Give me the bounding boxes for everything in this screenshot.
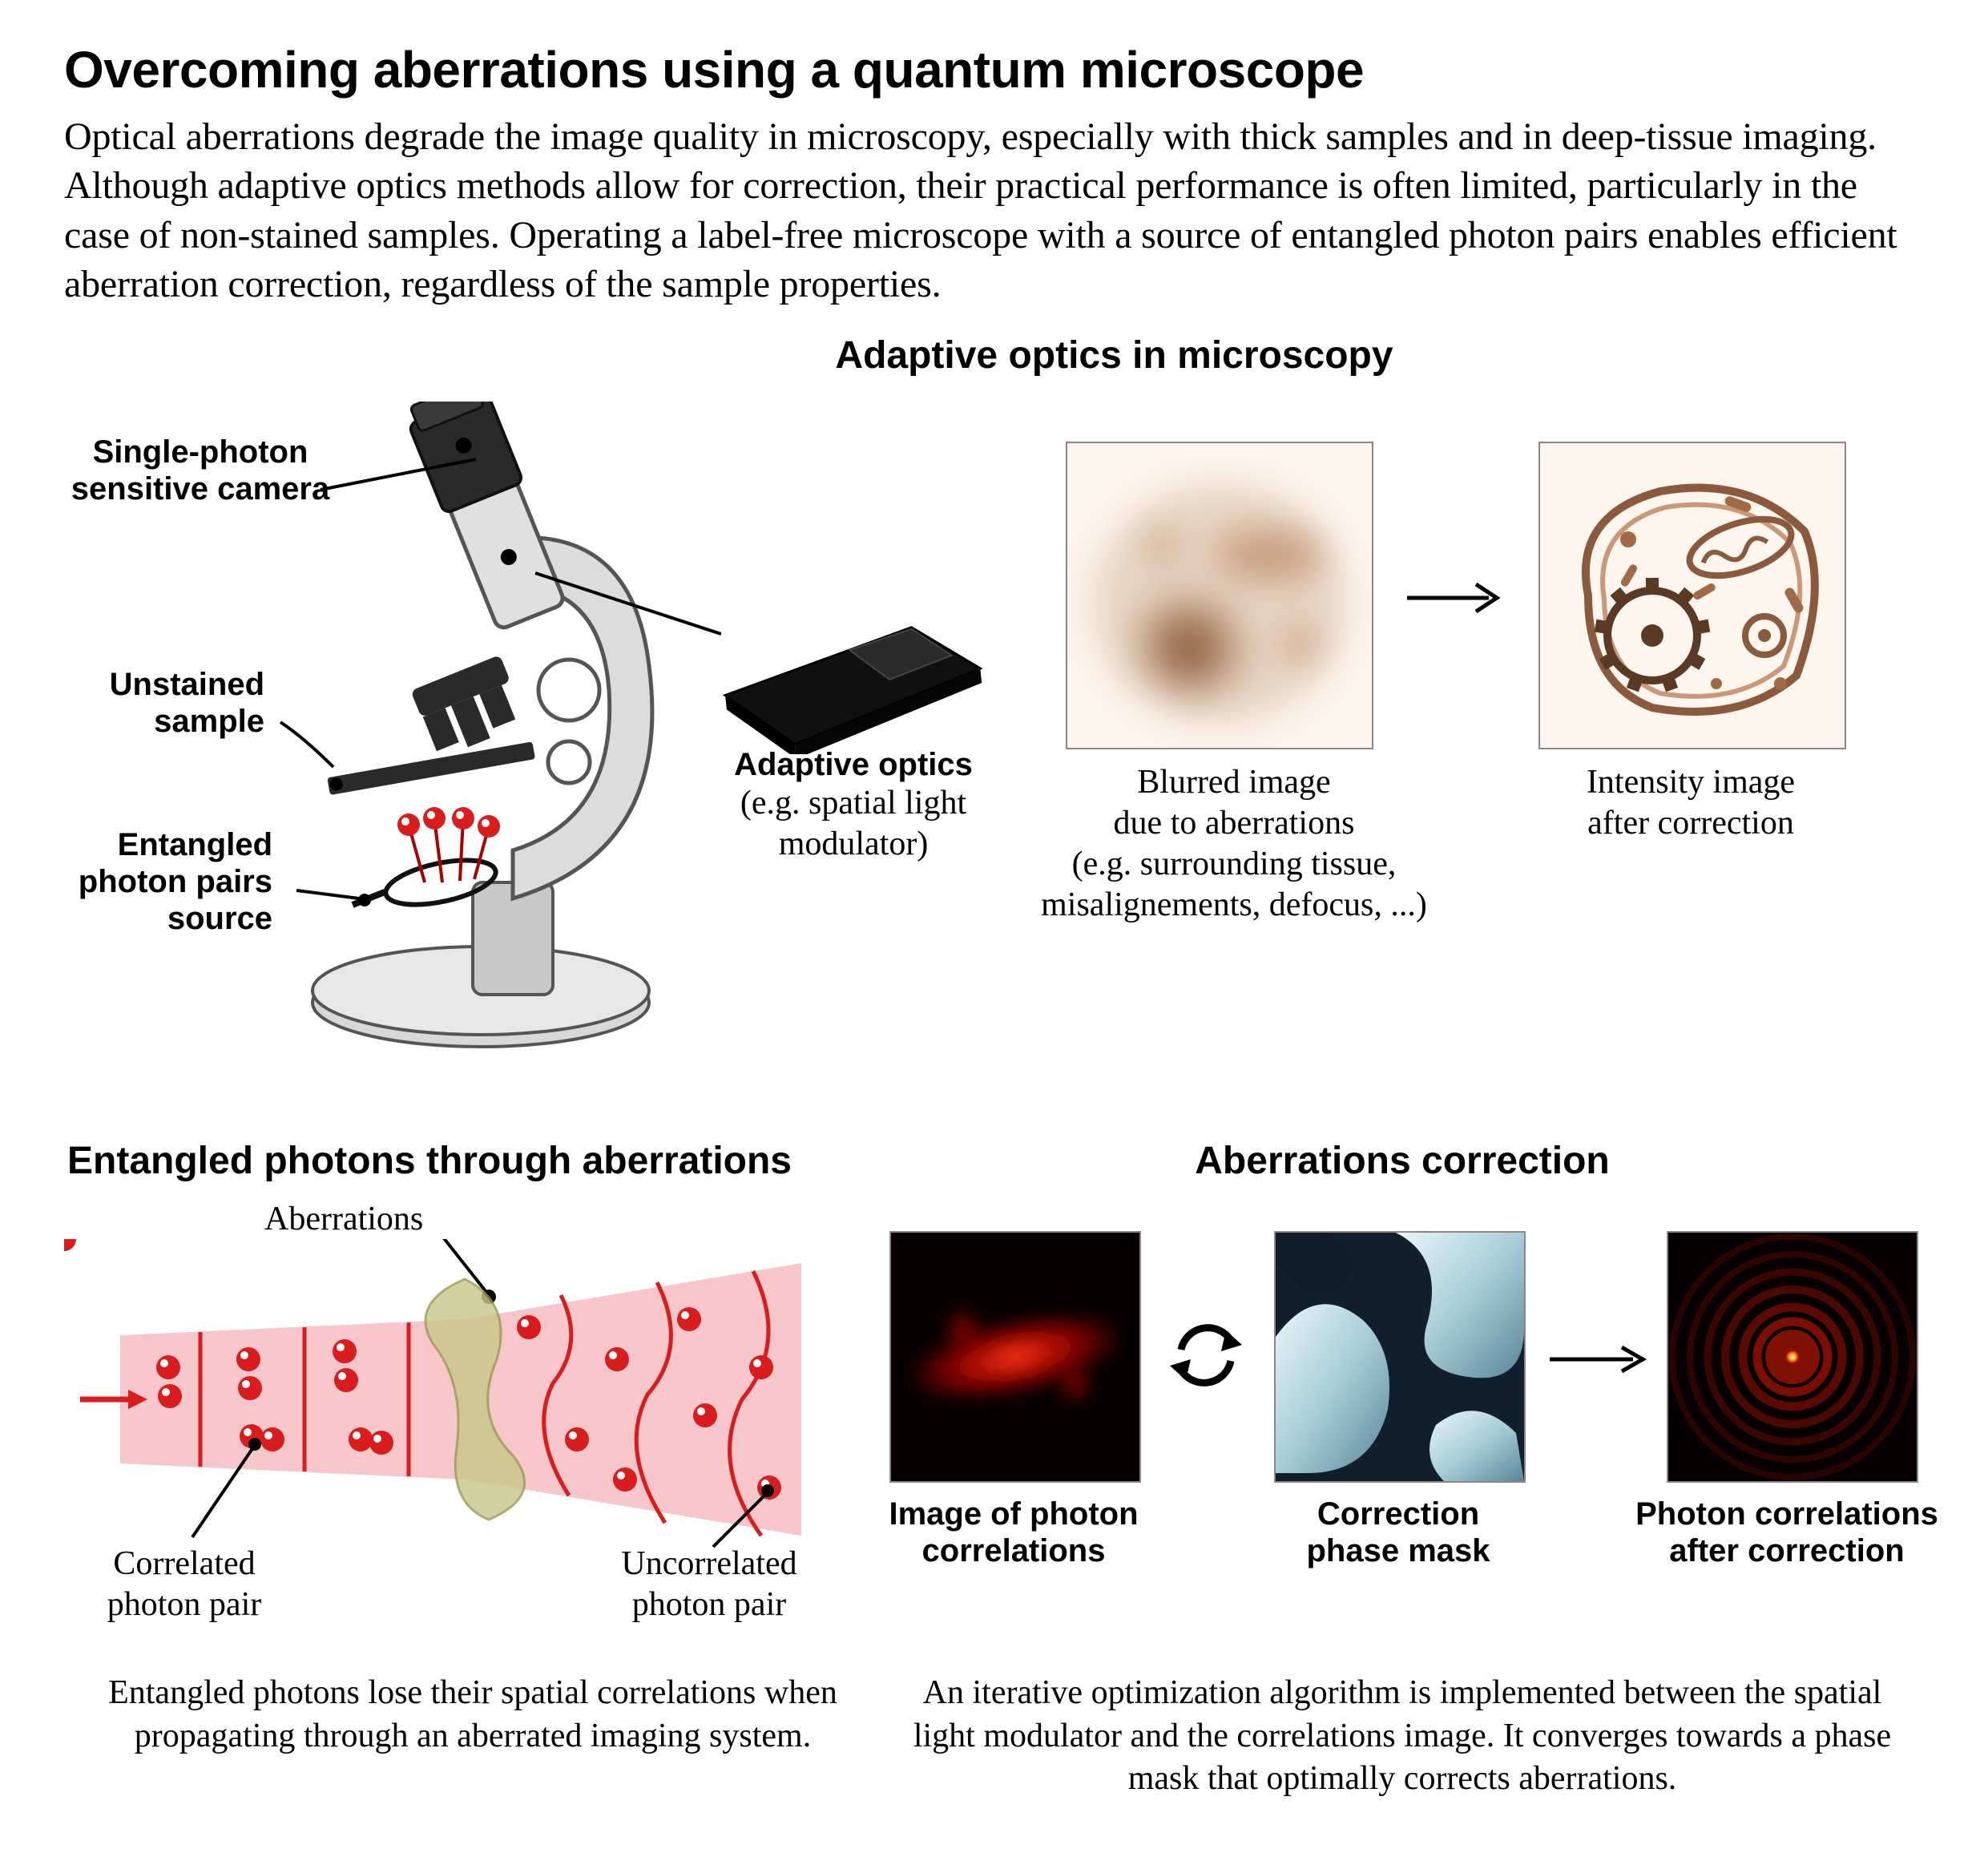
caption-blurred-l1: Blurred image xyxy=(1026,762,1442,803)
arrow-icon xyxy=(1546,1343,1651,1375)
label-correlated-l1: Correlated xyxy=(64,1544,304,1585)
page-title: Overcoming aberrations using a quantum m… xyxy=(64,40,1924,99)
caption-img2-l1: Correction xyxy=(1266,1496,1530,1532)
caption-img1-l1: Image of photon xyxy=(873,1496,1154,1532)
row-2: Aberrations xyxy=(64,1207,1924,1801)
microscope-icon xyxy=(272,402,721,1059)
section-title-adaptive-optics: Adaptive optics in microscopy xyxy=(304,333,1924,377)
panel-microscope: Single-photon sensitive camera Unstained… xyxy=(64,402,1026,1075)
caption-corrected-l1: Intensity image xyxy=(1522,762,1859,803)
caption-blurred-l4: misalignements, defocus, ...) xyxy=(1026,885,1442,926)
caption-img3-l1: Photon correlations xyxy=(1627,1496,1947,1532)
label-source-l2: photon pairs xyxy=(64,863,272,900)
row-1: Single-photon sensitive camera Unstained… xyxy=(64,402,1924,1075)
label-source-l3: source xyxy=(64,900,272,937)
caption-left-bottom: Entangled photons lose their spatial cor… xyxy=(64,1672,881,1758)
image-correlations-corrected xyxy=(1667,1231,1918,1483)
label-sample-l1: Unstained xyxy=(64,666,264,703)
slm-icon xyxy=(705,546,994,754)
arrow-icon xyxy=(1402,578,1506,618)
row-2-titles: Entangled photons through aberrations Ab… xyxy=(64,1131,1924,1207)
cycle-arrows-icon xyxy=(1162,1311,1250,1399)
image-photon-correlations xyxy=(889,1231,1141,1483)
panel-aberration-correction: Image of photon correlations Correction … xyxy=(881,1207,1923,1801)
label-ao-sub1: (e.g. spatial light xyxy=(705,783,1002,824)
abstract-text: Optical aberrations degrade the image qu… xyxy=(64,112,1924,309)
label-correlated-l2: photon pair xyxy=(64,1585,304,1625)
caption-img1-l2: correlations xyxy=(873,1532,1154,1569)
label-ao-title: Adaptive optics xyxy=(705,746,1002,783)
caption-img2-l2: phase mask xyxy=(1266,1532,1530,1569)
corrected-image xyxy=(1538,442,1846,749)
section-title-correction: Aberrations correction xyxy=(881,1139,1923,1183)
label-source-l1: Entangled xyxy=(64,826,272,863)
photon-beam-diagram xyxy=(64,1239,833,1560)
figure-page: Overcoming aberrations using a quantum m… xyxy=(0,0,1988,1849)
blurred-image xyxy=(1066,442,1373,749)
label-uncorrelated-l1: Uncorrelated xyxy=(577,1544,841,1585)
label-aberrations: Aberrations xyxy=(264,1201,423,1237)
caption-blurred-l2: due to aberrations xyxy=(1026,803,1442,844)
section-title-entangled: Entangled photons through aberrations xyxy=(64,1139,881,1183)
panel-entangled-photons: Aberrations xyxy=(64,1207,881,1801)
image-phase-mask xyxy=(1274,1231,1526,1483)
label-uncorrelated-l2: photon pair xyxy=(577,1585,841,1625)
label-sample-l2: sample xyxy=(64,703,264,740)
caption-img3-l2: after correction xyxy=(1627,1532,1947,1569)
caption-corrected-l2: after correction xyxy=(1522,803,1859,844)
caption-right-bottom: An iterative optimization algorithm is i… xyxy=(881,1672,1923,1801)
caption-blurred-l3: (e.g. surrounding tissue, xyxy=(1026,844,1442,885)
panel-blurred-corrected: Blurred image due to aberrations (e.g. s… xyxy=(1026,402,1923,1075)
label-ao-sub2: modulator) xyxy=(705,824,1002,865)
